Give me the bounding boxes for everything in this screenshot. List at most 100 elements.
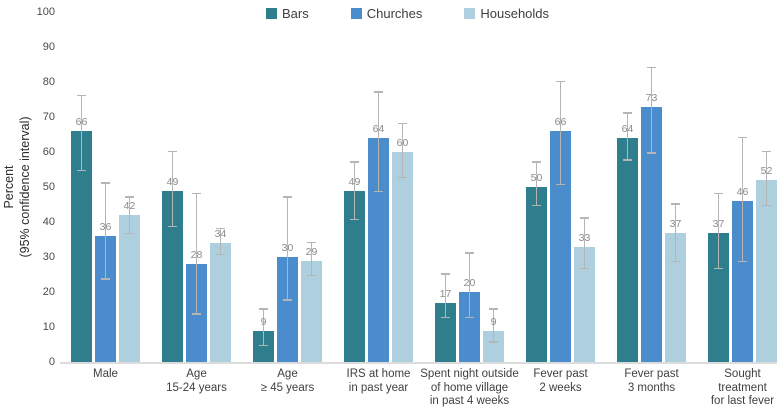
bar-households-irs-at-home — [392, 152, 413, 362]
error-bar-cap-top — [307, 241, 316, 243]
value-label: 9 — [490, 315, 497, 328]
error-bar-cap-top — [441, 273, 450, 275]
x-axis-label-cell: Spent night outside of home village in p… — [420, 368, 518, 408]
error-bar-cap-bottom — [623, 159, 632, 161]
bar-group-spent-night-outside: 17 20 9 — [435, 12, 504, 362]
value-label: 37 — [669, 217, 682, 230]
error-bar-cap-top — [374, 91, 383, 93]
bar-churches-spent-night-outside — [459, 292, 480, 362]
bar-slot: 49 — [344, 12, 365, 362]
error-bar-cap-bottom — [556, 183, 565, 185]
bar-group-male: 66 36 42 — [71, 12, 140, 362]
value-label: 34 — [214, 228, 227, 240]
error-bar — [765, 152, 768, 205]
bar-households-male — [119, 215, 140, 362]
value-label: 73 — [645, 91, 658, 104]
value-label: 33 — [578, 231, 591, 244]
error-bar-cap-top — [101, 182, 110, 184]
bar-slot: 36 — [95, 12, 116, 362]
error-bar-cap-bottom — [762, 204, 771, 206]
error-bar — [401, 124, 404, 177]
bar-churches-fever-2-weeks — [550, 131, 571, 362]
x-axis-label-irs-at-home: IRS at home in past year — [346, 368, 411, 394]
error-bar-cap-top — [623, 112, 632, 114]
legend: Bars Churches Households — [266, 6, 549, 21]
x-axis-label-cell: Sought treatment for last fever — [708, 368, 777, 408]
error-bar — [80, 96, 83, 170]
x-axis-label-cell: Fever past 3 months — [617, 368, 686, 408]
x-axis-label-cell: Male — [71, 368, 140, 408]
error-bar-cap-top — [714, 192, 723, 194]
error-bar-cap-bottom — [77, 169, 86, 171]
bar-slot: 64 — [617, 12, 638, 362]
error-bar — [377, 92, 380, 191]
error-bar — [219, 229, 222, 254]
legend-item-bars: Bars — [266, 6, 309, 21]
value-label: 50 — [530, 172, 543, 184]
error-bar — [559, 82, 562, 184]
y-tick-label: 90 — [42, 41, 55, 53]
bar-churches-male — [95, 236, 116, 362]
error-bar-cap-top — [168, 150, 177, 152]
bar-slot: 20 — [459, 12, 480, 362]
error-bar — [128, 197, 131, 233]
legend-item-churches: Churches — [350, 6, 422, 21]
error-bar-cap-bottom — [441, 316, 450, 318]
error-bar — [262, 309, 265, 345]
x-axis-label-male: Male — [93, 368, 118, 380]
value-label: 29 — [305, 245, 318, 258]
error-bar — [286, 197, 289, 299]
bar-households-fever-3-months — [665, 232, 686, 362]
x-axis-label-age-15-24: Age 15-24 years — [166, 368, 227, 394]
bar-slot: 33 — [574, 12, 595, 362]
legend-swatch-icon — [464, 8, 476, 19]
y-tick-label: 100 — [36, 6, 55, 18]
x-axis-label-cell: Age 15-24 years — [162, 368, 231, 408]
value-label: 64 — [621, 123, 634, 135]
y-tick-label: 80 — [42, 76, 55, 88]
bar-slot: 49 — [162, 12, 183, 362]
bar-groups: 66 36 42 49 28 34 9 30 29 49 64 60 17 20 9 50 66 33 64 73 37… — [60, 12, 777, 362]
y-axis-ticks: 0 10 20 30 40 50 60 70 80 90 100 — [0, 6, 55, 368]
plot-area: 66 36 42 49 28 34 9 30 29 49 64 60 17 20 9 50 66 33 64 73 37… — [60, 12, 777, 364]
error-bar-cap-bottom — [580, 267, 589, 269]
error-bar — [717, 194, 720, 268]
error-bar-cap-top — [125, 196, 134, 198]
error-bar — [583, 218, 586, 268]
x-axis-labels: Male Age 15-24 years Age ≥ 45 years IRS at … — [60, 368, 784, 408]
bar-group-fever-3-months: 64 73 37 — [617, 12, 686, 362]
value-label: 66 — [554, 116, 567, 128]
error-bar-cap-top — [216, 227, 225, 229]
value-label: 66 — [75, 116, 88, 128]
legend-swatch-icon — [350, 8, 362, 19]
bar-group-irs-at-home: 49 64 60 — [344, 12, 413, 362]
y-tick-label: 30 — [42, 251, 55, 263]
legend-swatch-icon — [266, 8, 277, 19]
error-bar — [171, 152, 174, 226]
bar-bars-male — [71, 131, 92, 362]
error-bar-cap-bottom — [647, 152, 656, 154]
x-axis-label-spent-night-outside: Spent night outside of home village in p… — [420, 368, 519, 407]
value-label: 46 — [736, 186, 749, 198]
error-bar — [468, 253, 471, 317]
value-label: 52 — [760, 165, 773, 177]
bar-slot: 66 — [71, 12, 92, 362]
error-bar-cap-top — [259, 308, 268, 310]
error-bar — [492, 309, 495, 341]
error-bar — [626, 113, 629, 159]
error-bar-cap-bottom — [532, 204, 541, 206]
bar-slot: 9 — [253, 12, 274, 362]
error-bar-cap-bottom — [101, 278, 110, 280]
error-bar-cap-bottom — [192, 313, 201, 315]
bar-households-fever-2-weeks — [574, 246, 595, 362]
bar-slot: 64 — [368, 12, 389, 362]
bar-households-age-15-24 — [210, 243, 231, 362]
error-bar-cap-top — [580, 217, 589, 219]
bar-bars-irs-at-home — [344, 190, 365, 362]
x-axis-label-fever-2-weeks: Fever past 2 weeks — [533, 368, 588, 394]
bar-households-age-45-plus — [301, 260, 322, 362]
value-label: 36 — [99, 221, 112, 233]
value-label: 37 — [712, 217, 725, 230]
error-bar-cap-top — [762, 150, 771, 152]
error-bar-cap-bottom — [216, 253, 225, 255]
